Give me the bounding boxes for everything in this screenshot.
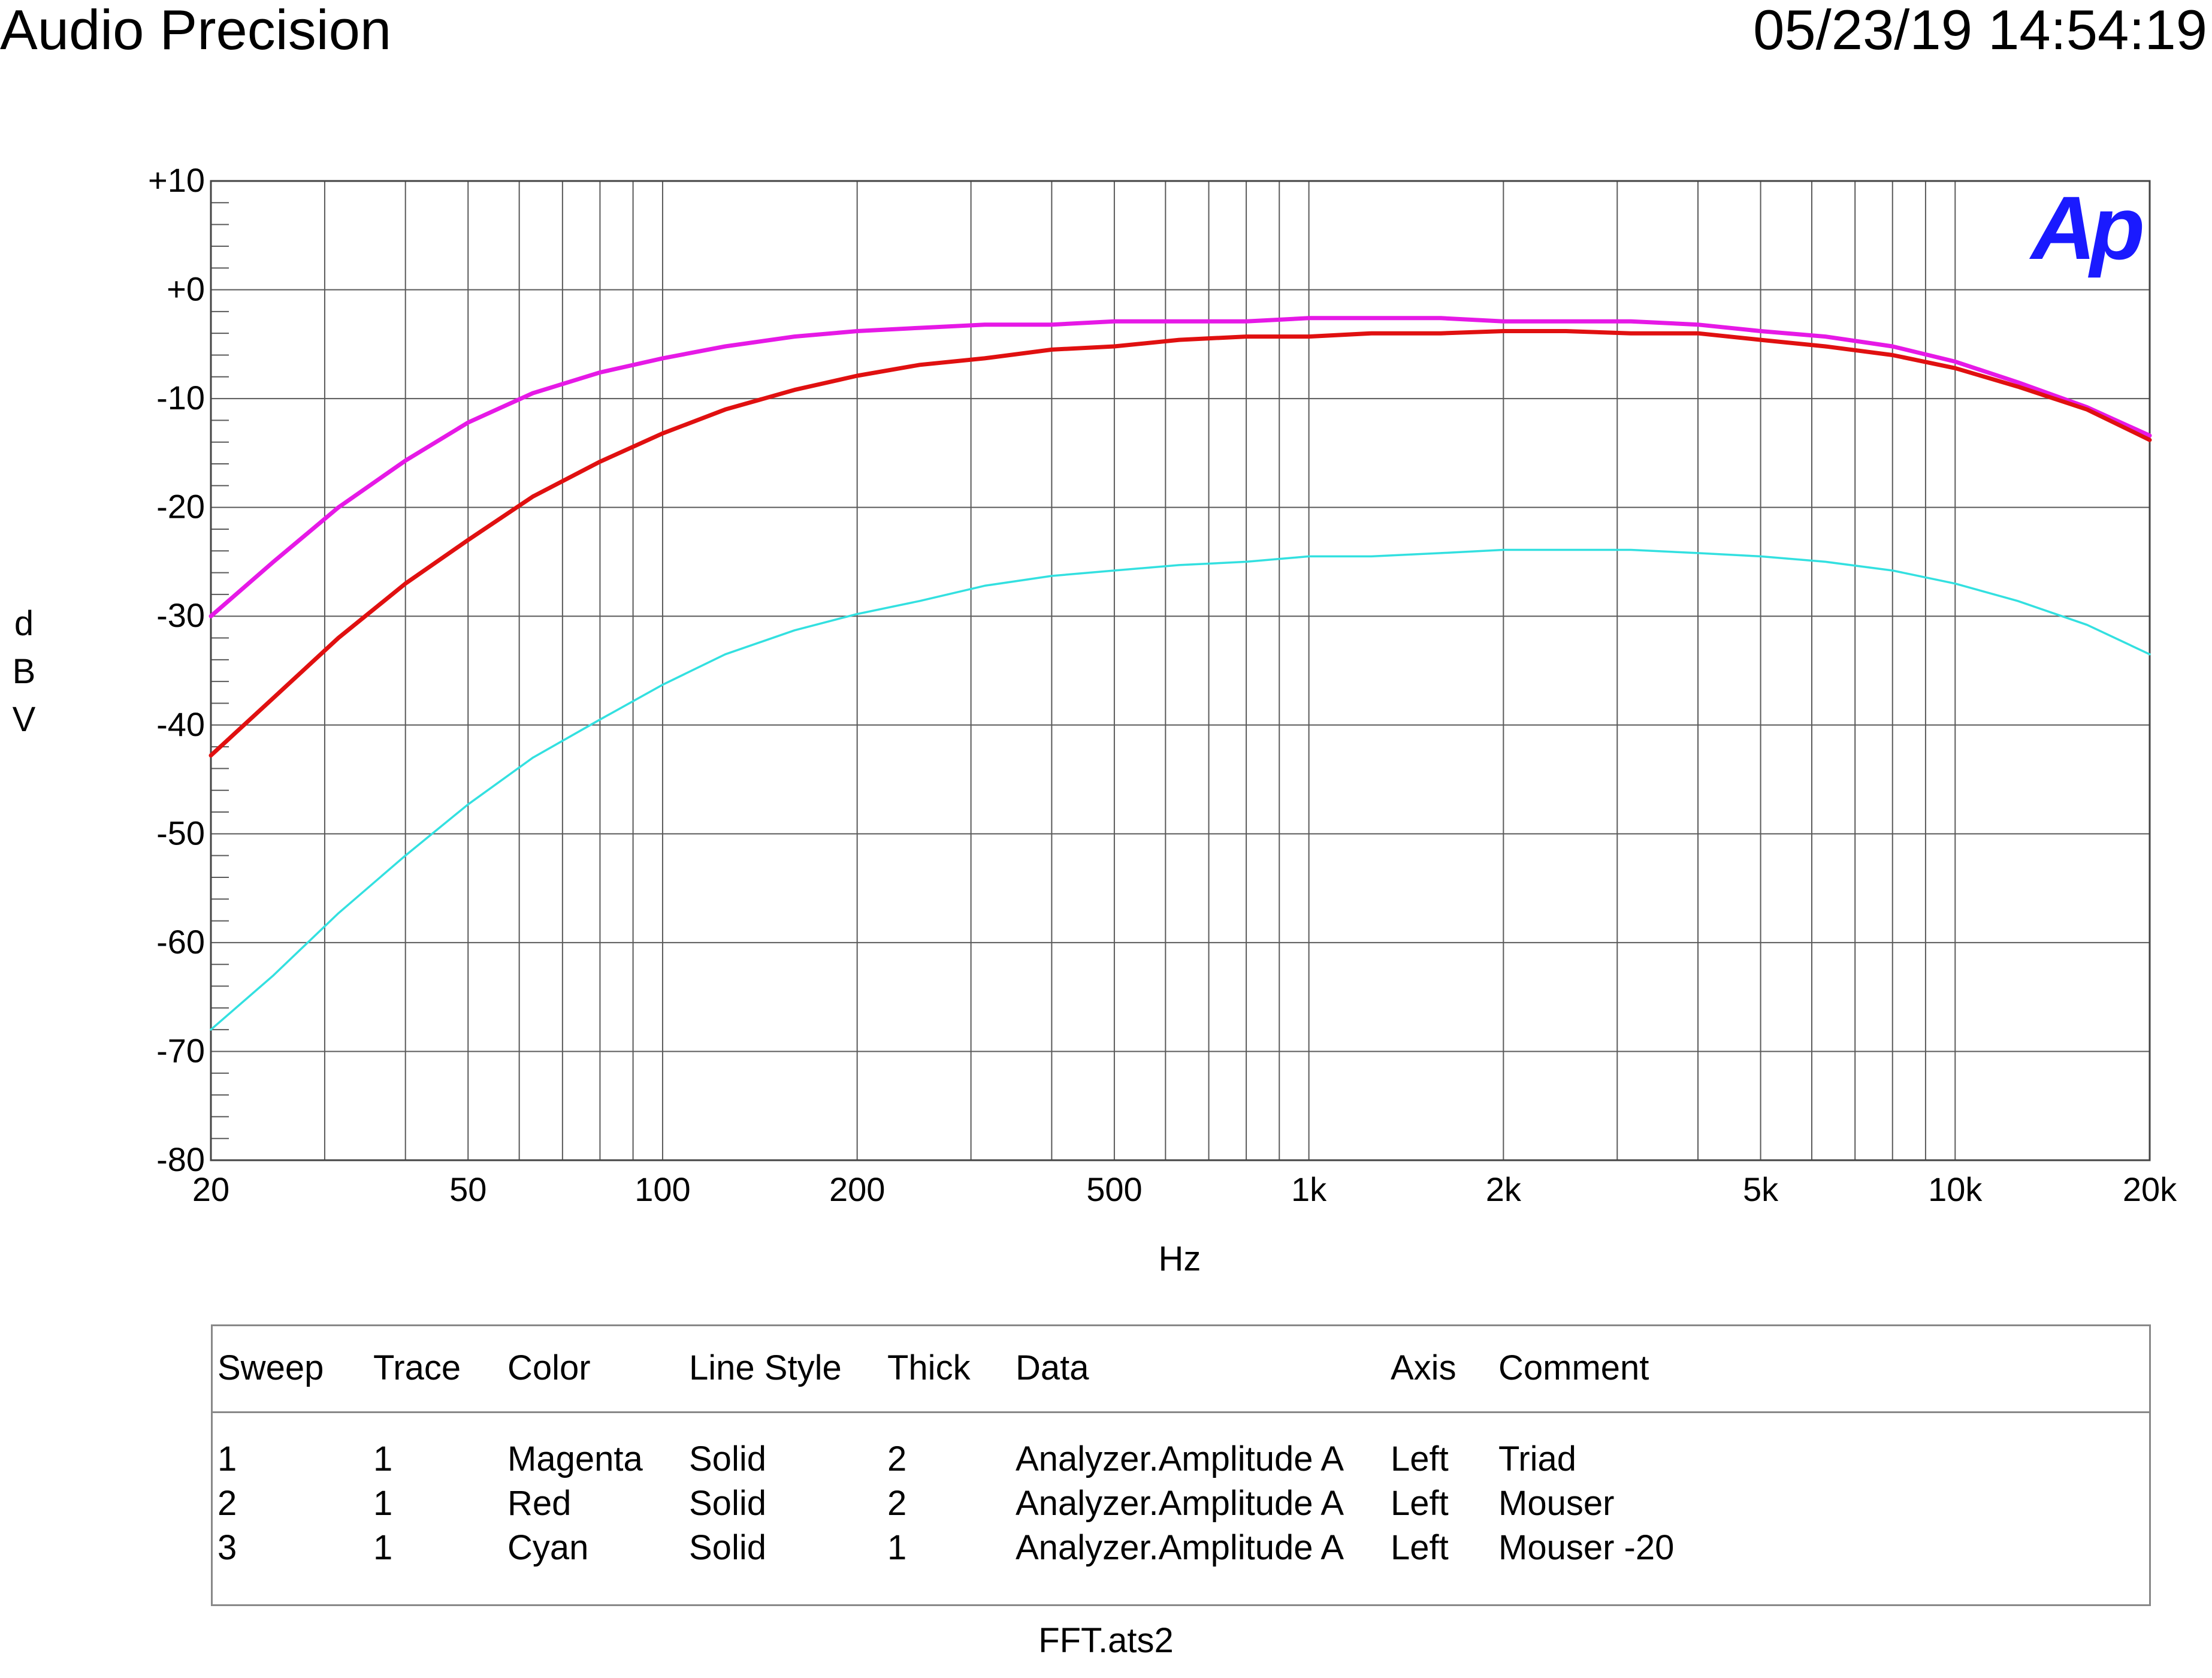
legend-cell: Analyzer.Amplitude A bbox=[1016, 1528, 1344, 1567]
x-tick-label: 50 bbox=[449, 1170, 486, 1208]
y-tick-label: -50 bbox=[156, 814, 205, 852]
x-tick-label: 10k bbox=[1928, 1170, 1983, 1208]
x-tick-label: 100 bbox=[634, 1170, 690, 1208]
y-tick-label: -60 bbox=[156, 923, 205, 961]
legend-cell: Cyan bbox=[507, 1528, 589, 1567]
brand-title: Audio Precision bbox=[0, 0, 392, 61]
legend-cell: 2 bbox=[217, 1484, 237, 1523]
legend-cell: Left bbox=[1391, 1439, 1449, 1478]
legend-cell: 2 bbox=[887, 1484, 907, 1523]
legend-cell: Analyzer.Amplitude A bbox=[1016, 1484, 1344, 1523]
y-axis-label: dBV bbox=[13, 604, 36, 739]
legend-cell: 3 bbox=[217, 1528, 237, 1567]
legend-cell: Left bbox=[1391, 1528, 1449, 1567]
y-axis-label-char: B bbox=[13, 652, 36, 691]
legend-cell: Red bbox=[507, 1484, 572, 1523]
x-tick-label: 20k bbox=[2123, 1170, 2177, 1208]
legend-column-header: Axis bbox=[1391, 1348, 1456, 1387]
series-line-2 bbox=[208, 329, 2152, 758]
frequency-response-chart: 20 50 100 200 500 1k 2k 5k 10k 20k +10 +0 -10 -20 -30 -… bbox=[13, 161, 2177, 1278]
legend-cell: 1 bbox=[373, 1439, 393, 1478]
ap-logo: Ap bbox=[2031, 177, 2145, 278]
x-tick-label: 2k bbox=[1486, 1170, 1522, 1208]
legend-header-row: Sweep Trace Color Line Style Thick Data Axis Co… bbox=[213, 1348, 2149, 1387]
y-tick-label: -40 bbox=[156, 705, 205, 743]
x-tick-label: 5k bbox=[1743, 1170, 1779, 1208]
y-tick-label: +10 bbox=[148, 161, 205, 199]
series-lines bbox=[208, 316, 2152, 1031]
x-tick-label: 200 bbox=[829, 1170, 885, 1208]
file-name: FFT.ats2 bbox=[1038, 1621, 1174, 1660]
timestamp: 05/23/19 14:54:19 bbox=[1753, 0, 2207, 61]
legend-column-header: Line Style bbox=[689, 1348, 842, 1387]
y-axis-label-char: d bbox=[14, 604, 34, 643]
y-tick-label: +0 bbox=[167, 270, 205, 308]
legend-cell: Mouser -20 bbox=[1498, 1528, 1675, 1567]
y-tick-label: -80 bbox=[156, 1140, 205, 1178]
legend-row: 3 1 Cyan Solid 1 Analyzer.Amplitude A Left Mous… bbox=[213, 1526, 2149, 1570]
legend-row: 2 1 Red Solid 2 Analyzer.Amplitude A Left Mouse… bbox=[213, 1482, 2149, 1525]
legend-column-header: Color bbox=[507, 1348, 591, 1387]
x-tick-label: 500 bbox=[1086, 1170, 1142, 1208]
legend-cell: Left bbox=[1391, 1484, 1449, 1523]
legend-cell: Magenta bbox=[507, 1439, 643, 1478]
legend-cell: 1 bbox=[373, 1484, 393, 1523]
y-tick-label: -20 bbox=[156, 488, 205, 526]
legend-column-header: Sweep bbox=[217, 1348, 324, 1387]
y-axis-label-char: V bbox=[13, 700, 36, 739]
legend-cell: 1 bbox=[217, 1439, 237, 1478]
legend-divider bbox=[213, 1411, 2149, 1413]
tick-labels: 20 50 100 200 500 1k 2k 5k 10k 20k +10 +0 -10 -20 -30 -… bbox=[148, 161, 2177, 1208]
x-tick-label: 20 bbox=[192, 1170, 229, 1208]
legend-cell: Triad bbox=[1498, 1439, 1576, 1478]
legend-cell: 1 bbox=[373, 1528, 393, 1567]
legend-cell: 2 bbox=[887, 1439, 907, 1478]
grid bbox=[210, 180, 2151, 1161]
legend-cell: 1 bbox=[887, 1528, 907, 1567]
legend-row: 1 1 Magenta Solid 2 Analyzer.Amplitude A Left T… bbox=[213, 1438, 2149, 1481]
y-tick-label: -30 bbox=[156, 596, 205, 634]
plot-frame bbox=[210, 180, 2151, 1161]
x-tick-label: 1k bbox=[1291, 1170, 1327, 1208]
series-line-3 bbox=[210, 548, 2151, 1031]
y-tick-label: -70 bbox=[156, 1031, 205, 1069]
legend-column-header: Thick bbox=[887, 1348, 971, 1387]
legend-cell: Solid bbox=[689, 1439, 766, 1478]
trace-legend-table: Sweep Trace Color Line Style Thick Data Axis Co… bbox=[211, 1324, 2151, 1606]
legend-column-header: Trace bbox=[373, 1348, 461, 1387]
legend-cell: Analyzer.Amplitude A bbox=[1016, 1439, 1344, 1478]
legend-cell: Mouser bbox=[1498, 1484, 1615, 1523]
series-line-1 bbox=[208, 316, 2152, 618]
legend-column-header: Data bbox=[1016, 1348, 1089, 1387]
y-tick-label: -10 bbox=[156, 379, 205, 417]
x-axis-label: Hz bbox=[1159, 1239, 1201, 1278]
legend-cell: Solid bbox=[689, 1528, 766, 1567]
legend-cell: Solid bbox=[689, 1484, 766, 1523]
legend-column-header: Comment bbox=[1498, 1348, 1649, 1387]
